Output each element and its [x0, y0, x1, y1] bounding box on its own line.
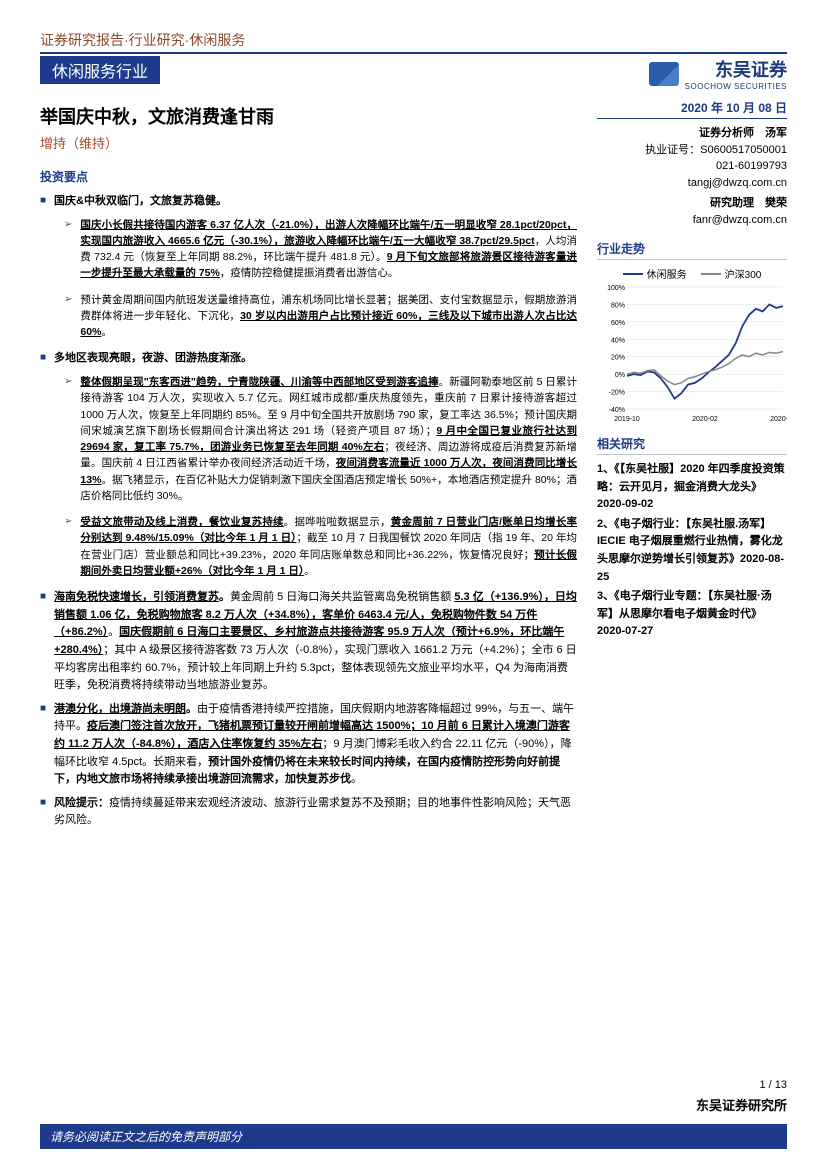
svg-text:-40%: -40% [609, 407, 625, 414]
bullet-level1: ■国庆&中秋双临门，文旅复苏稳健。 [40, 193, 577, 211]
assistant-mail: fanr@dwzq.com.cn [597, 212, 787, 229]
bullet-level2: ➢受益文旅带动及线上消费，餐饮业复苏持续。据哗啦啦数据显示，黄金周前 7 日营业… [64, 514, 577, 579]
bullet-level2: ➢国庆小长假共接待国内游客 6.37 亿人次（-21.0%），出游人次降幅环比端… [64, 217, 577, 282]
analyst-tel: 021-60199793 [597, 158, 787, 175]
svg-text:2019-10: 2019-10 [614, 416, 640, 423]
bullet-level1: ■港澳分化，出境游尚未明朗。由于疫情香港持续严控措施，国庆假期内地游客降幅超过 … [40, 701, 577, 789]
legend-item: 休闲服务 [623, 266, 687, 281]
svg-text:2020-06: 2020-06 [770, 416, 787, 423]
analyst-cert: 执业证号：S0600517050001 [597, 142, 787, 159]
related-item: 2、《电子烟行业：【东吴社服.汤军】IECIE 电子烟展重燃行业热情，雾化龙头思… [597, 516, 787, 586]
svg-text:2020-02: 2020-02 [692, 416, 718, 423]
report-title: 举国庆中秋，文旅消费逢甘雨 [40, 103, 577, 129]
svg-text:-20%: -20% [609, 390, 625, 397]
footer-org: 东吴证券研究所 [40, 1095, 787, 1114]
related-title: 相关研究 [597, 435, 787, 455]
svg-text:100%: 100% [607, 285, 625, 292]
bullet-level2: ➢预计黄金周期间国内航班发送量维持高位，浦东机场同比增长显著；据美团、支付宝数据… [64, 292, 577, 341]
key-points-label: 投资要点 [40, 168, 577, 185]
bullet-level2: ➢整体假期呈现"东客西进"趋势，宁青陇陕疆、川渝等中西部地区受到游客追捧。新疆阿… [64, 374, 577, 504]
analyst-mail: tangj@dwzq.com.cn [597, 175, 787, 192]
svg-text:60%: 60% [611, 320, 625, 327]
related-item: 3、《电子烟行业专题：【东吴社服·汤军】从思摩尔看电子烟黄金时代》2020-07… [597, 588, 787, 641]
logo-mark-icon [649, 62, 679, 86]
bullet-level1: ■风险提示：疫情持续蔓延带来宏观经济波动、旅游行业需求复苏不及预期；目的地事件性… [40, 795, 577, 830]
analyst-name: 证券分析师 汤军 [597, 125, 787, 142]
svg-text:40%: 40% [611, 337, 625, 344]
svg-text:0%: 0% [615, 372, 625, 379]
report-date: 2020 年 10 月 08 日 [597, 99, 787, 119]
brand-en: SOOCHOW SECURITIES [685, 82, 787, 91]
brand-logo: 东吴证券 SOOCHOW SECURITIES [649, 56, 787, 91]
assistant-name: 研究助理 樊荣 [597, 195, 787, 212]
rating: 增持（维持） [40, 133, 577, 152]
brand-cn: 东吴证券 [685, 56, 787, 82]
page-number: 1 / 13 [40, 1079, 787, 1091]
svg-text:80%: 80% [611, 302, 625, 309]
bullet-level1: ■多地区表现亮眼，夜游、团游热度渐涨。 [40, 350, 577, 368]
chart-title: 行业走势 [597, 240, 787, 260]
trend-chart: -40% -20% 0% 20% 40% 60% 80% 100% 2019-10 2020-02… [597, 283, 787, 423]
related-item: 1、《【东吴社服】2020 年四季度投资策略：云开见月，掘金消费大龙头》2020… [597, 461, 787, 514]
svg-text:20%: 20% [611, 355, 625, 362]
breadcrumb: 证券研究报告·行业研究·休闲服务 [40, 30, 787, 54]
bullet-level1: ■海南免税快速增长，引领消费复苏。黄金周前 5 日海口海关共监管离岛免税销售额 … [40, 589, 577, 695]
legend-item: 沪深300 [701, 266, 762, 281]
disclaimer: 请务必阅读正文之后的免责声明部分 [40, 1124, 787, 1149]
industry-bar: 休闲服务行业 [40, 56, 160, 84]
